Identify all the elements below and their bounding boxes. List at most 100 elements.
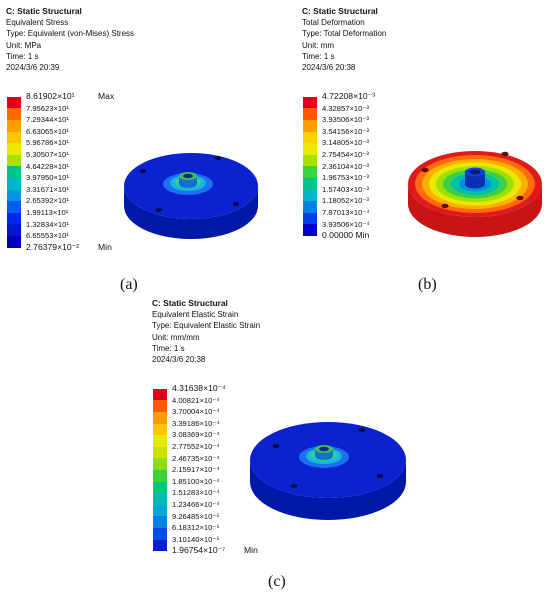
result-unit: Unit: mm/mm <box>152 332 200 342</box>
legend-swatch <box>153 493 167 505</box>
legend-swatch <box>303 201 317 213</box>
legend-label: 2.46735×10⁻⁴ <box>172 453 220 463</box>
legend-swatch <box>303 154 317 167</box>
panel-c: C: Static Structural Equivalent Elastic … <box>152 298 550 593</box>
legend-label: 3.08369×10⁻⁴ <box>172 430 220 440</box>
legend-swatch <box>303 178 317 190</box>
legend-label: 4.00821×10⁻⁴ <box>172 395 220 405</box>
legend-label: 2.15917×10⁻⁴ <box>172 465 220 475</box>
legend-swatch <box>153 458 167 470</box>
legend-swatch <box>7 189 21 202</box>
result-name: Equivalent Stress <box>6 18 69 28</box>
result-date: 2024/3/6 20:38 <box>152 355 206 365</box>
legend-swatch <box>303 212 317 225</box>
legend-swatch <box>7 212 21 225</box>
legend-label: 1.85100×10⁻⁴ <box>172 476 220 486</box>
legend-label: 6.63065×10¹ <box>26 126 69 136</box>
legend-swatch <box>303 224 317 236</box>
disc-model-strain <box>250 422 406 520</box>
panel-b: C: Static Structural Total Deformation T… <box>302 6 550 296</box>
legend-swatch <box>303 189 317 202</box>
legend-label: 3.31671×10¹ <box>26 184 69 194</box>
hole <box>139 169 147 173</box>
legend-label: 4.64228×10¹ <box>26 161 69 171</box>
legend-label: 3.97950×10¹ <box>26 173 69 183</box>
legend-swatch <box>153 516 167 528</box>
legend-label: 3.39186×10⁻⁴ <box>172 418 220 428</box>
legend-swatch <box>7 178 21 190</box>
caption-c: (c) <box>268 573 286 590</box>
legend-label: 6.65553×10¹ <box>26 231 69 241</box>
hole <box>441 203 449 209</box>
legend-label: 1.18052×10⁻³ <box>322 196 369 206</box>
legend-label: 9.26485×10⁻⁵ <box>172 511 220 521</box>
legend-swatch <box>153 388 167 401</box>
caption-b: (b) <box>418 276 437 293</box>
legend-label: 6.18312×10⁻⁵ <box>172 523 220 533</box>
legend-swatch <box>7 96 21 109</box>
hole <box>272 444 280 448</box>
legend-label: 4.32857×10⁻³ <box>322 103 369 113</box>
legend-label: 2.75454×10⁻³ <box>322 150 369 159</box>
legend-swatch <box>7 236 21 248</box>
panel-b-header: C: Static Structural Total Deformation T… <box>302 6 386 73</box>
legend-swatch <box>153 423 167 436</box>
legend-swatch <box>153 435 167 447</box>
result-time: Time: 1 s <box>6 51 39 61</box>
result-date: 2024/3/6 20:39 <box>6 63 60 73</box>
hole <box>516 195 524 201</box>
hole <box>232 202 240 206</box>
legend-swatch <box>153 446 167 459</box>
disc-side <box>250 460 406 520</box>
legend-label: 1.96753×10⁻³ <box>322 173 369 183</box>
legend-swatch <box>153 412 167 424</box>
legend-swatch <box>303 131 317 144</box>
legend-label: 3.70004×10⁻⁴ <box>172 407 220 417</box>
legend-swatch <box>7 166 21 178</box>
legend-swatch <box>303 166 317 178</box>
legend-swatch <box>153 539 167 552</box>
legend-label: 4.31638×10⁻⁴ <box>172 383 226 393</box>
legend-label: 2.36104×10⁻³ <box>322 161 369 171</box>
caption-a: (a) <box>120 276 138 293</box>
result-type: Type: Equivalent (von-Mises) Stress <box>6 29 135 39</box>
hole <box>155 208 163 212</box>
disc-side <box>408 184 542 237</box>
result-time: Time: 1 s <box>302 51 335 61</box>
legend-max-tag: Max <box>98 91 115 101</box>
legend-swatch <box>303 120 317 132</box>
disc-side <box>124 186 258 239</box>
legend-label: 5.30507×10¹ <box>26 150 69 159</box>
legend-swatch <box>153 528 167 540</box>
legend-min-tag: Min <box>244 545 258 556</box>
legend-swatch <box>153 504 167 517</box>
result-type: Type: Total Deformation <box>302 29 387 39</box>
legend-label: 1.23466×10⁻⁴ <box>172 500 220 509</box>
hole <box>290 484 298 488</box>
boss-bore <box>319 446 329 452</box>
legend-label: 1.51283×10⁻⁴ <box>172 488 220 498</box>
legend-swatch <box>7 131 21 144</box>
legend-label: 1.99113×10¹ <box>26 208 69 217</box>
legend-swatch <box>7 224 21 236</box>
legend-swatch <box>7 120 21 132</box>
result-unit: Unit: MPa <box>6 40 42 50</box>
analysis-title: C: Static Structural <box>6 6 82 16</box>
boss-bore <box>469 169 481 175</box>
result-name: Total Deformation <box>302 18 365 28</box>
result-time: Time: 1 s <box>152 343 185 353</box>
result-name: Equivalent Elastic Strain <box>152 310 239 320</box>
hole <box>501 151 509 157</box>
boss-side <box>465 172 485 189</box>
hole <box>214 156 222 160</box>
legend-swatch <box>153 400 167 412</box>
result-date: 2024/3/6 20:38 <box>302 63 356 73</box>
legend-swatch <box>303 108 317 120</box>
hole <box>421 167 429 173</box>
result-unit: Unit: mm <box>302 40 334 50</box>
boss-bore <box>183 173 193 179</box>
legend-label: 7.87013×10⁻⁴ <box>322 208 370 217</box>
legend-label: 1.32834×10¹ <box>26 219 69 229</box>
legend-label: 3.54156×10⁻³ <box>322 126 369 136</box>
disc-model-deformation <box>408 151 542 237</box>
